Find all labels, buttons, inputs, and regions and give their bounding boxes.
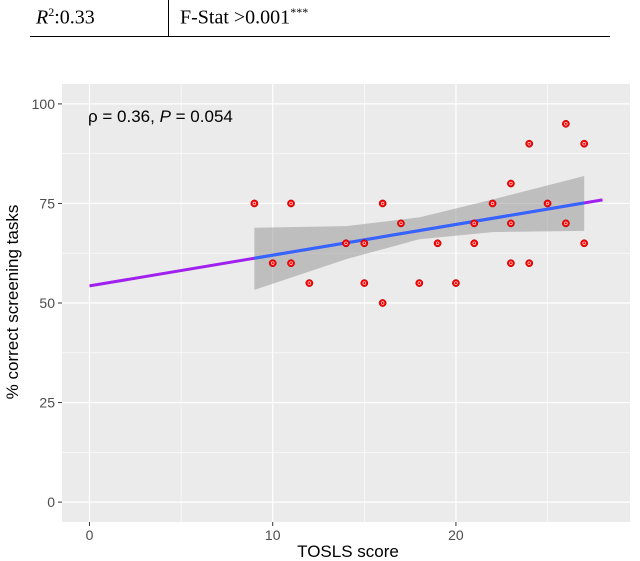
data-points [250,119,589,307]
r2-cell: R2:0.33 [36,5,162,30]
data-point [378,299,387,307]
data-point [268,259,277,268]
data-point [415,279,424,287]
x-tick-label: 20 [448,527,464,543]
data-point-ring [344,241,348,245]
data-point-ring [252,201,257,206]
data-point-ring [472,221,476,226]
data-point-ring [307,281,312,285]
data-point [433,239,442,248]
data-point [470,219,479,228]
p-text: = 0.054 [171,107,233,126]
data-point [488,199,497,208]
data-point-ring [399,221,403,226]
fstat-stars: *** [290,5,309,19]
correlation-annotation: ρ = 0.36, P = 0.054 [88,107,233,126]
data-point [507,219,515,228]
confidence-band-area [254,175,585,290]
fstat-cell: F-Stat >0.001*** [180,5,308,30]
data-point-ring [582,241,586,245]
rho-text: = 0.36, [98,107,160,126]
data-point-ring [362,241,367,245]
data-point [397,219,405,228]
data-point [580,139,589,148]
data-point-ring [545,201,550,206]
data-point [287,259,295,268]
data-point-ring [289,261,293,265]
y-tick-label: 25 [39,395,55,411]
data-point [360,279,369,287]
p-symbol: P [160,107,172,126]
y-tick-label: 75 [39,195,55,211]
data-point [452,279,460,287]
grid-lines [62,84,630,522]
data-point [507,179,515,188]
data-point-ring [271,261,275,265]
y-axis-title: % correct screening tasks [3,205,22,400]
data-point [287,199,295,208]
data-point-ring [435,241,440,245]
data-point [250,199,259,208]
data-point [525,259,534,268]
data-point-ring [527,142,531,146]
data-point [305,279,314,287]
data-point [342,239,350,248]
y-tick-label: 50 [39,295,55,311]
data-point-ring [509,181,513,186]
r2-symbol: R [36,6,49,29]
data-point-ring [564,122,568,126]
y-tick-label: 100 [32,96,56,112]
data-point-ring [454,281,458,285]
r2-superscript: 2 [48,5,55,19]
rho-symbol: ρ [88,107,98,126]
data-point-ring [362,281,367,285]
x-tick-label: 10 [265,527,281,543]
data-point-ring [564,221,568,226]
data-point-ring [509,221,513,226]
data-point-ring [582,142,586,146]
x-axis-title: TOSLS score [297,542,399,561]
fstat-text: F-Stat >0.001 [180,6,291,29]
stats-table: R2:0.33 F-Stat >0.001*** [30,0,610,37]
data-point [378,199,387,208]
data-point [360,239,369,248]
data-point-ring [509,261,513,265]
data-point [562,219,570,228]
data-point-ring [472,241,476,245]
data-point [562,119,570,128]
data-point [543,199,552,208]
axes: 0 10 20 0 25 50 75 100 [32,96,464,543]
data-point [470,239,479,248]
confidence-band [254,175,585,290]
data-point-ring [380,201,385,206]
data-point-ring [380,301,385,305]
data-point-ring [417,281,421,285]
y-tick-label: 0 [47,494,55,510]
data-point-ring [490,201,495,206]
data-point [507,259,515,268]
data-point [525,139,534,148]
data-point [580,239,589,248]
x-tick-label: 0 [86,527,94,543]
r2-value: :0.33 [54,6,95,29]
data-point-ring [289,201,293,206]
data-point-ring [527,261,531,265]
fit-line [254,201,585,260]
table-divider [168,0,169,36]
